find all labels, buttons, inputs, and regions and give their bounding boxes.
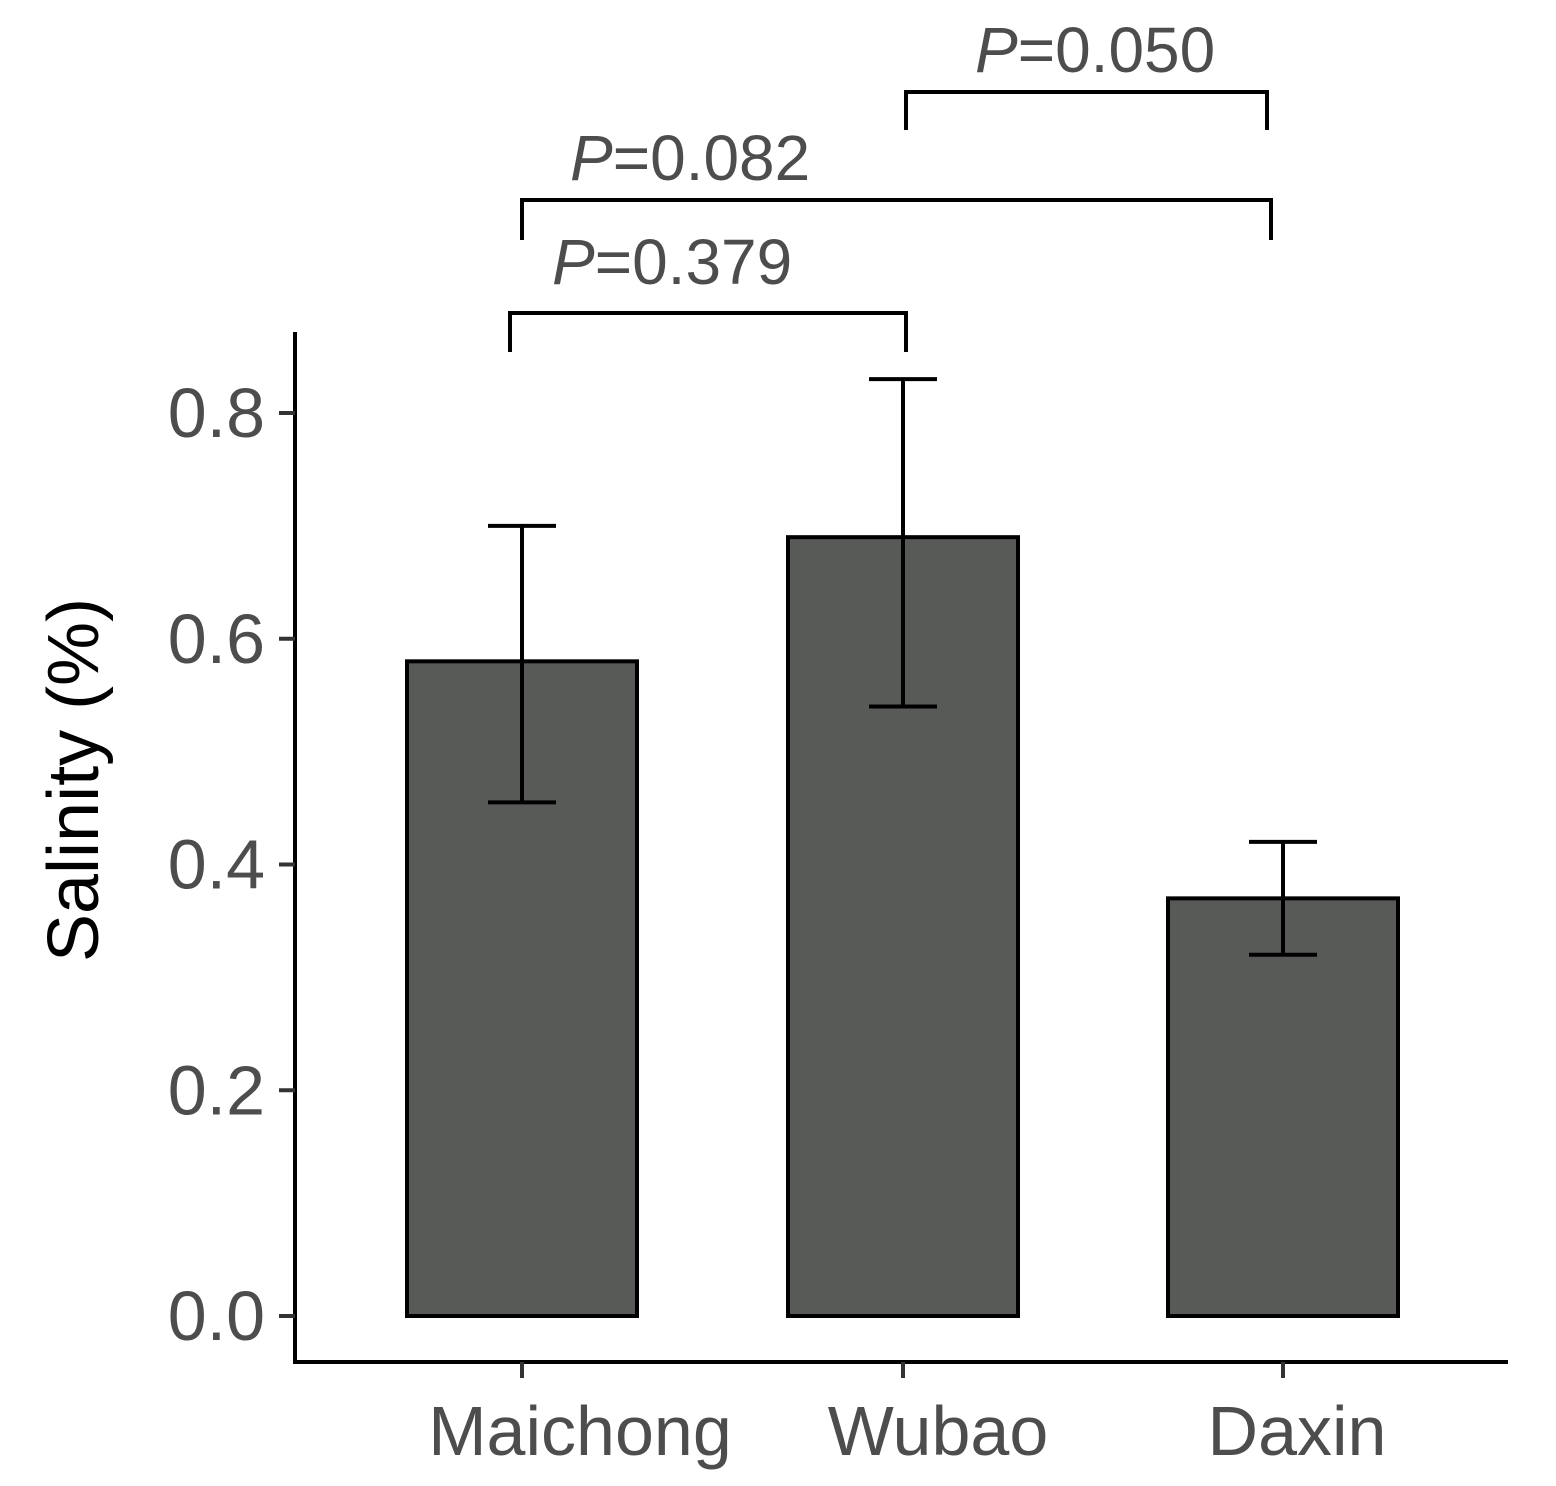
y-tick-label: 0.2 (168, 1051, 265, 1129)
y-tick-label: 0.8 (168, 374, 265, 452)
error-bar-daxin (1249, 839, 1317, 957)
significance-brackets: P=0.379 P=0.082 P=0.050 (508, 14, 1273, 352)
bar-daxin (1166, 896, 1400, 1318)
p-value-label: P=0.082 (570, 122, 810, 194)
p-value-bracket: P=0.082 (520, 122, 1273, 240)
bracket-line (904, 90, 1269, 130)
y-tick-label: 0.6 (168, 600, 265, 678)
p-value-label: P=0.379 (552, 226, 792, 298)
y-axis-title: Salinity (%) (34, 598, 114, 962)
error-bar-wubao (869, 377, 937, 709)
error-bar-maichong (488, 523, 556, 805)
p-value-bracket: P=0.379 (508, 226, 908, 352)
y-tick-label: 0.0 (168, 1277, 265, 1355)
bracket-line (508, 311, 908, 352)
error-bars (488, 377, 1317, 957)
bracket-line (520, 198, 1273, 240)
x-tick-label: Maichong (428, 1392, 732, 1470)
y-tick-label: 0.4 (168, 826, 265, 904)
x-tick-label: Wubao (828, 1392, 1049, 1470)
axes (293, 332, 1508, 1364)
p-value-label: P=0.050 (975, 14, 1215, 86)
y-ticks: 0.0 0.2 0.4 0.6 0.8 (168, 374, 295, 1355)
p-value-bracket: P=0.050 (904, 14, 1269, 130)
x-tick-label: Daxin (1208, 1392, 1387, 1470)
x-ticks: Maichong Wubao Daxin (428, 1362, 1386, 1470)
